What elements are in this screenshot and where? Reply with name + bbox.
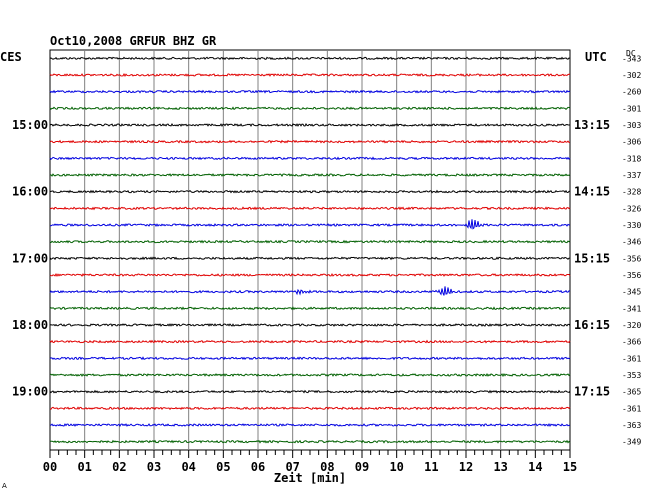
right-hour-label: 17:15 (574, 385, 610, 399)
trace-line (49, 156, 571, 161)
right-hour-label: 14:15 (574, 185, 610, 199)
x-tick-label: 03 (147, 460, 161, 474)
traces (49, 56, 571, 444)
x-tick-label: 09 (355, 460, 369, 474)
dc-offset-label: -365 (622, 388, 641, 397)
x-axis: 00 01 02 03 04 05 06 07 08 09 10 11 12 13 14 15 (43, 450, 577, 474)
trace-line (49, 439, 571, 444)
right-timezone-label: UTC (585, 50, 607, 64)
x-tick-label: 04 (181, 460, 195, 474)
trace-line (49, 339, 571, 344)
trace-line (49, 206, 571, 211)
dc-offset-labels: -343 -302 -260 -301 -303 -306 -318 -337 -328 -326… (622, 54, 641, 446)
x-tick-label: 14 (528, 460, 542, 474)
dc-offset-label: -346 (622, 238, 641, 247)
dc-offset-label: -320 (622, 321, 641, 330)
trace-line (49, 72, 571, 77)
trace-line (49, 323, 571, 327)
x-axis-label: Zeit [min] (274, 471, 346, 485)
x-tick-label: 02 (112, 460, 126, 474)
x-tick-label: 10 (389, 460, 403, 474)
right-hour-label: 15:15 (574, 251, 610, 265)
dc-offset-label: -301 (622, 104, 641, 113)
trace-line (49, 406, 571, 411)
dc-offset-label: -337 (622, 171, 641, 180)
dc-offset-label: -260 (622, 88, 641, 97)
dc-offset-label: -356 (622, 271, 641, 280)
dc-offset-label: -306 (622, 138, 641, 147)
dc-offset-label: -328 (622, 188, 641, 197)
trace-line (49, 422, 571, 428)
x-tick-label: 00 (43, 460, 57, 474)
trace-line (49, 389, 571, 394)
left-timezone-label: CES (0, 50, 22, 64)
trace-line (50, 219, 571, 230)
trace-line (49, 56, 571, 61)
trace-line (49, 173, 571, 177)
grid-lines (84, 50, 536, 450)
x-tick-label: 07 (285, 460, 299, 474)
dc-offset-label: -302 (622, 71, 641, 80)
left-hour-label: 15:00 (12, 118, 48, 132)
plot-frame (49, 49, 571, 451)
dc-offset-label: -361 (622, 404, 641, 413)
dc-offset-label: -326 (622, 204, 641, 213)
dc-offset-label: -318 (622, 154, 641, 163)
x-tick-label: 01 (77, 460, 91, 474)
dc-offset-label: -363 (622, 421, 641, 430)
hour-labels: 15:00 16:00 17:00 18:00 19:00 13:15 14:15 15:15… (12, 118, 610, 399)
trace-line (49, 306, 571, 311)
x-tick-label: 13 (493, 460, 507, 474)
dc-offset-label: -341 (622, 304, 641, 313)
left-hour-label: 19:00 (12, 385, 48, 399)
dc-offset-label: -330 (622, 221, 641, 230)
left-hour-label: 18:00 (12, 318, 48, 332)
dc-offset-label: -343 (622, 54, 641, 63)
right-hour-label: 13:15 (574, 118, 610, 132)
trace-line (49, 356, 571, 361)
x-tick-label: 15 (563, 460, 577, 474)
trace-line (49, 139, 571, 144)
right-hour-label: 16:15 (574, 318, 610, 332)
dc-offset-label: -303 (622, 121, 641, 130)
trace-line (49, 272, 571, 277)
x-tick-label: 12 (459, 460, 473, 474)
trace-line (49, 189, 571, 194)
dc-offset-label: -361 (622, 354, 641, 363)
dc-label: DC (626, 49, 636, 58)
left-hour-label: 17:00 (12, 251, 48, 265)
trace-line (49, 123, 571, 128)
dc-offset-label: -356 (622, 254, 641, 263)
dc-offset-label: -353 (622, 371, 641, 380)
x-tick-label: 05 (216, 460, 230, 474)
dc-offset-label: -366 (622, 338, 641, 347)
trace-line (49, 286, 571, 296)
x-tick-label: 08 (320, 460, 334, 474)
corner-mark: A (2, 482, 7, 490)
trace-line (49, 106, 571, 111)
trace-line (49, 239, 571, 244)
chart-title: Oct10,2008 GRFUR BHZ GR (50, 34, 217, 48)
trace-line (49, 372, 571, 378)
dc-offset-label: -345 (622, 288, 641, 297)
left-hour-label: 16:00 (12, 185, 48, 199)
trace-line (49, 256, 571, 261)
x-tick-label: 06 (251, 460, 265, 474)
x-tick-label: 11 (424, 460, 438, 474)
trace-line (49, 89, 571, 94)
dc-offset-label: -349 (622, 438, 641, 447)
